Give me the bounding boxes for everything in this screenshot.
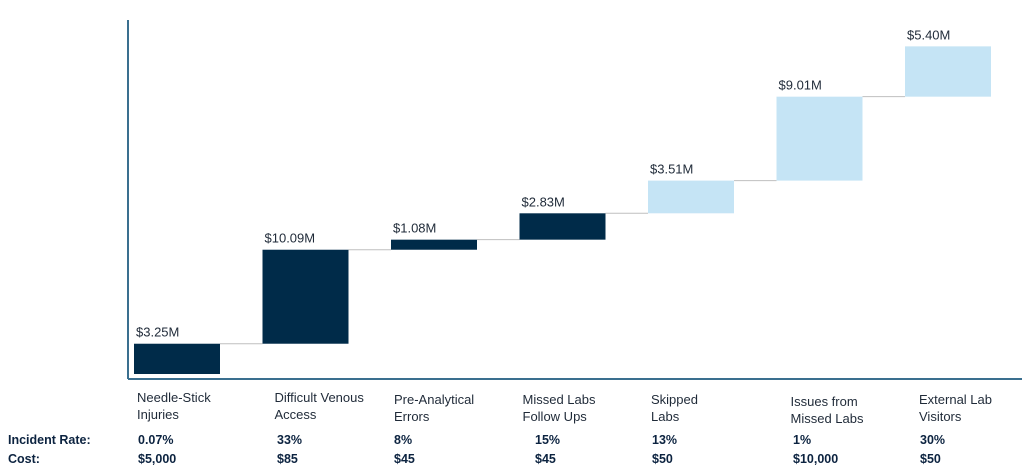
- category-label-needle-stick-injuries: Needle-Stick Injuries: [137, 389, 277, 423]
- cost-value: $45: [535, 452, 556, 466]
- cost-value: $5,000: [138, 452, 177, 466]
- data-labels: $3.25M $10.09M $1.08M $2.83M $3.51M $9.01M $5.…: [136, 27, 950, 339]
- category-label-line: Difficult Venous: [274, 390, 364, 405]
- category-label-line: Issues from: [790, 394, 858, 409]
- cost-value: $45: [394, 452, 415, 466]
- cost-value: $50: [920, 452, 941, 466]
- category-label-line: External Lab: [919, 392, 992, 407]
- bar-difficult-venous-access: [262, 249, 349, 344]
- data-label-issues-from-missed-labs: $9.01M: [779, 78, 822, 93]
- category-label-line: Skipped: [651, 392, 698, 407]
- bar-issues-from-missed-labs: [776, 96, 863, 181]
- bar-needle-stick-injuries: [134, 343, 220, 374]
- connector-lines: [220, 96, 905, 345]
- incident-rate-value: 30%: [920, 433, 946, 447]
- category-label-line: Pre-Analytical: [394, 392, 475, 407]
- category-label-line: Errors: [394, 409, 430, 424]
- data-label-needle-stick-injuries: $3.25M: [136, 325, 179, 340]
- incident-rate-value: 1%: [793, 433, 812, 447]
- category-label-external-lab-visitors: External Lab Visitors: [919, 391, 1024, 425]
- data-label-skipped-labs: $3.51M: [650, 162, 693, 177]
- category-label-pre-analytical-errors: Pre-Analytical Errors: [394, 391, 534, 425]
- incident-rate-value: 13%: [652, 433, 678, 447]
- category-label-line: Visitors: [919, 409, 962, 424]
- cost-value: $50: [652, 452, 673, 466]
- category-label-line: Labs: [651, 409, 680, 424]
- incident-rate-header: Incident Rate:: [8, 433, 91, 447]
- category-label-line: Access: [274, 407, 317, 422]
- category-label-line: Follow Ups: [522, 409, 587, 424]
- category-label-missed-labs-follow-ups: Missed Labs Follow Ups: [523, 391, 663, 425]
- category-label-line: Missed Labs: [790, 411, 864, 426]
- bar-missed-labs-follow-ups: [519, 213, 606, 240]
- cost-header: Cost:: [8, 452, 40, 466]
- data-label-difficult-venous-access: $10.09M: [265, 231, 316, 246]
- cost-value: $10,000: [793, 452, 839, 466]
- incident-rate-value: 0.07%: [138, 433, 174, 447]
- bar-external-lab-visitors: [905, 46, 991, 97]
- incident-rate-value: 33%: [277, 433, 303, 447]
- incident-rate-value: 8%: [394, 433, 413, 447]
- category-label-line: Needle-Stick: [137, 390, 211, 405]
- category-label-issues-from-missed-labs: Issues from Missed Labs: [791, 393, 931, 427]
- data-label-missed-labs-follow-ups: $2.83M: [522, 194, 565, 209]
- data-label-pre-analytical-errors: $1.08M: [393, 221, 436, 236]
- cost-value: $85: [277, 452, 298, 466]
- category-label-line: Missed Labs: [522, 392, 596, 407]
- bar-skipped-labs: [648, 180, 734, 214]
- incident-rate-value: 15%: [535, 433, 561, 447]
- bars: [134, 46, 991, 374]
- category-label-difficult-venous-access: Difficult Venous Access: [275, 389, 415, 423]
- category-label-skipped-labs: Skipped Labs: [651, 391, 791, 425]
- data-label-external-lab-visitors: $5.40M: [907, 27, 950, 42]
- category-label-line: Injuries: [137, 407, 179, 422]
- bar-pre-analytical-errors: [391, 239, 477, 250]
- waterfall-chart: $3.25M $10.09M $1.08M $2.83M $3.51M $9.01M $5.…: [127, 20, 1022, 380]
